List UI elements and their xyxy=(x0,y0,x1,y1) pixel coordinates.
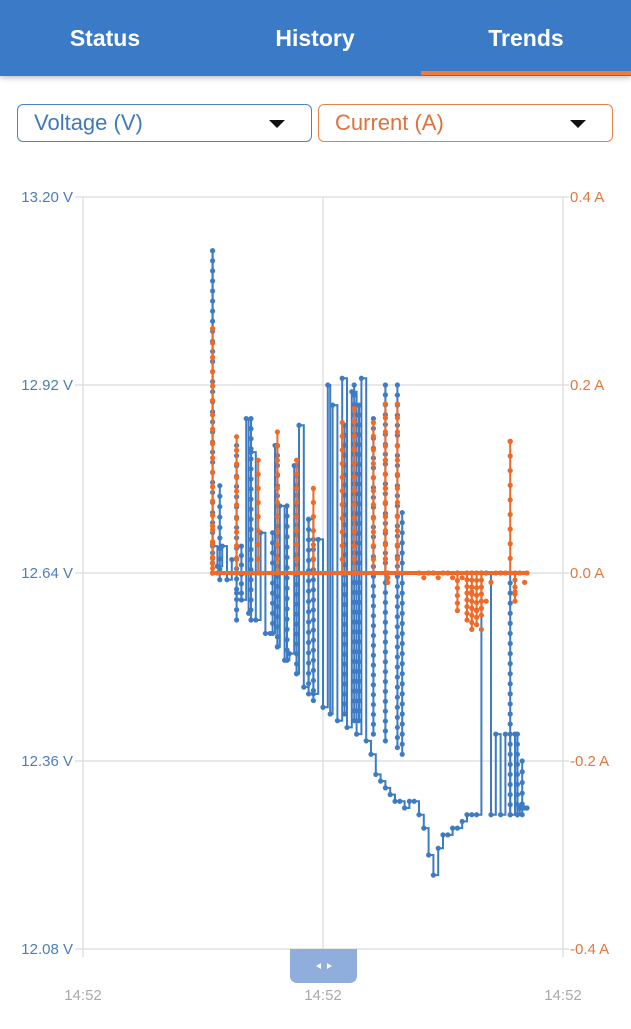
current-select-value: Current (A) xyxy=(335,110,444,135)
tab-status[interactable]: Status xyxy=(69,24,141,51)
svg-text:13.20 V: 13.20 V xyxy=(21,189,73,206)
svg-text:0.2 A: 0.2 A xyxy=(570,377,604,394)
chevron-down-icon xyxy=(269,120,285,128)
voltage-select-value: Voltage (V) xyxy=(34,110,143,135)
range-drag-handle[interactable] xyxy=(290,949,357,983)
svg-text:12.36 V: 12.36 V xyxy=(21,753,73,770)
svg-text:12.08 V: 12.08 V xyxy=(21,941,73,958)
arrow-left-icon xyxy=(315,963,321,969)
chart-plot[interactable]: 13.20 V 12.92 V 12.64 V 12.36 V 12.08 V 0.4 … xyxy=(0,170,631,1024)
current-series-select[interactable]: Current (A) xyxy=(318,104,613,142)
arrow-right-icon xyxy=(326,963,332,969)
svg-text:-0.2 A: -0.2 A xyxy=(570,753,609,770)
tab-trends[interactable]: Trends xyxy=(488,24,564,51)
active-tab-indicator xyxy=(421,71,631,75)
svg-text:14:52: 14:52 xyxy=(64,987,102,1004)
tab-history[interactable]: History xyxy=(275,24,355,51)
svg-text:14:52: 14:52 xyxy=(544,987,582,1004)
svg-text:-0.4 A: -0.4 A xyxy=(570,941,609,958)
svg-text:12.64 V: 12.64 V xyxy=(21,565,73,582)
current-series xyxy=(210,326,530,633)
svg-text:0.4 A: 0.4 A xyxy=(570,189,604,206)
voltage-series-select[interactable]: Voltage (V) xyxy=(17,104,312,142)
time-axis: 14:52 14:52 14:52 xyxy=(64,987,582,1004)
voltage-axis: 13.20 V 12.92 V 12.64 V 12.36 V 12.08 V xyxy=(21,189,73,958)
svg-text:12.92 V: 12.92 V xyxy=(21,377,73,394)
svg-text:0.0 A: 0.0 A xyxy=(570,565,604,582)
top-tab-bar: Status History Trends xyxy=(0,0,631,76)
svg-text:14:52: 14:52 xyxy=(304,987,342,1004)
trend-chart[interactable]: 13.20 V 12.92 V 12.64 V 12.36 V 12.08 V 0.4 … xyxy=(0,170,631,1024)
current-axis: 0.4 A 0.2 A 0.0 A -0.2 A -0.4 A xyxy=(570,189,609,958)
chevron-down-icon xyxy=(570,120,586,128)
